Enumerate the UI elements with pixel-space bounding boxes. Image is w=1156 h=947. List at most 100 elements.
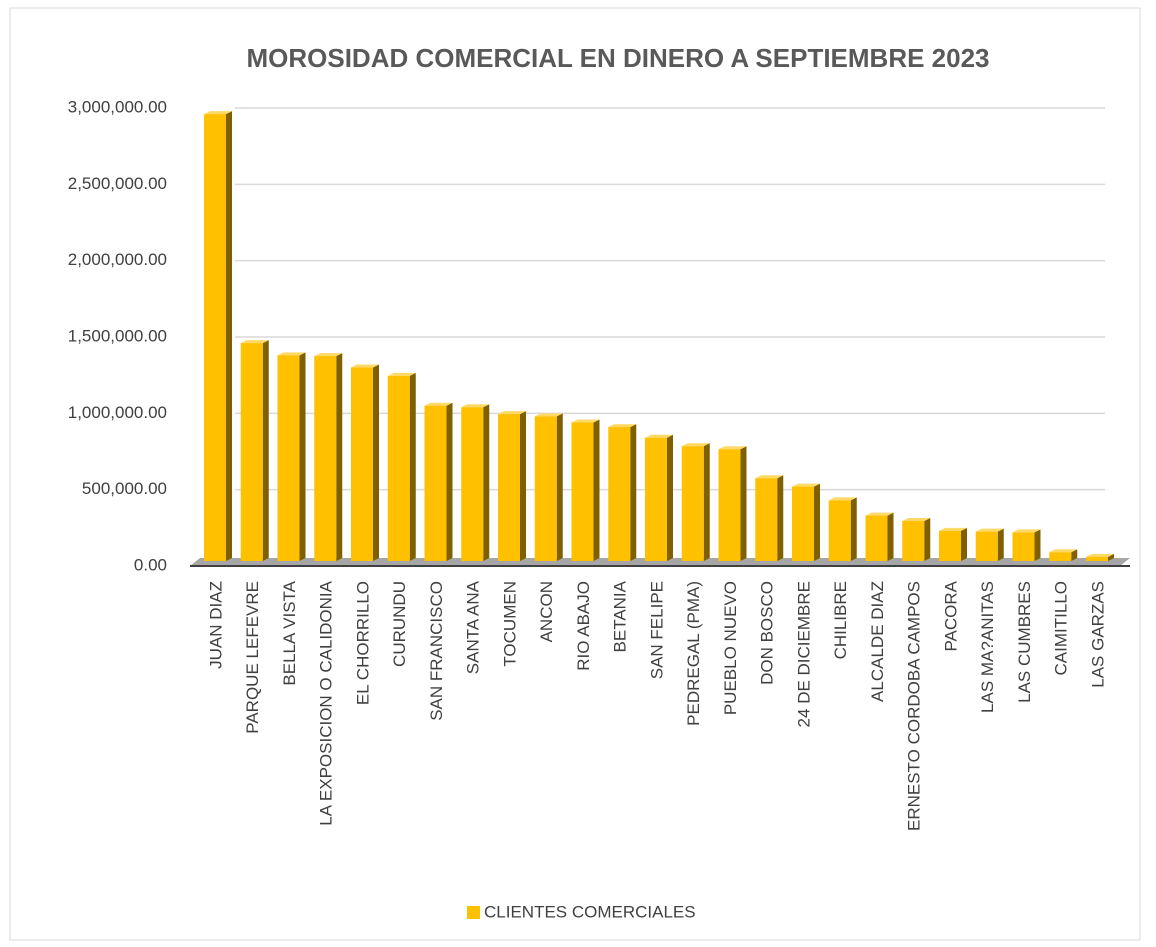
bar-top (792, 483, 820, 487)
bar (1086, 556, 1108, 561)
y-tick-label: 1,000,000.00 (68, 403, 167, 422)
x-tick-label: CHILIBRE (831, 581, 850, 659)
bar-side (630, 424, 637, 561)
x-tick-label: BETANIA (611, 580, 630, 652)
bar (534, 416, 557, 561)
x-tick-label: LA EXPOSICION O CALIDONIA (317, 580, 336, 825)
bar-side (887, 512, 894, 561)
bar (645, 437, 667, 561)
bar (1012, 532, 1035, 561)
bar (351, 367, 373, 561)
chart-title: MOROSIDAD COMERCIAL EN DINERO A SEPTIEMB… (246, 43, 989, 73)
bar-top (387, 372, 416, 376)
bar (975, 531, 998, 561)
bar (387, 375, 410, 561)
bar-side (446, 402, 453, 561)
bar-side (814, 483, 820, 561)
x-tick-label: EL CHORRILLO (353, 581, 372, 705)
bar (681, 446, 704, 561)
bar (1049, 552, 1072, 561)
bar-side (703, 443, 710, 561)
bar-top (939, 527, 967, 531)
bar-side (997, 528, 1004, 561)
bar (755, 478, 778, 561)
x-tick-label: PARQUE LEFEVRE (243, 581, 262, 734)
bar-top (534, 413, 563, 417)
bar-side (520, 411, 526, 561)
bar (314, 356, 337, 561)
bar-top (975, 528, 1004, 532)
bar-top (424, 402, 453, 406)
bar (902, 520, 925, 561)
bar-top (902, 517, 931, 521)
bar-top (755, 475, 784, 479)
bar-top (865, 512, 894, 516)
bar-top (204, 111, 232, 115)
bar-top (608, 424, 637, 428)
x-tick-label: LAS CUMBRES (1015, 581, 1034, 703)
bar (498, 414, 520, 561)
x-tick-label: SAN FRANCISCO (427, 581, 446, 721)
bar (792, 486, 814, 561)
x-tick-label: LAS MA?ANITAS (978, 581, 997, 713)
bar (424, 405, 447, 561)
bar-side (667, 434, 673, 561)
x-tick-label: ALCALDE DIAZ (868, 581, 887, 702)
x-tick-label: PACORA (941, 580, 960, 651)
bar-side (850, 497, 857, 561)
x-tick-label: LAS GARZAS (1088, 581, 1107, 688)
x-tick-label: ERNESTO CORDOBA CAMPOS (905, 581, 924, 831)
bar (461, 407, 484, 561)
bar-top (461, 404, 490, 408)
x-tick-label: SANTA ANA (464, 580, 483, 674)
x-tick-label: DON BOSCO (758, 581, 777, 685)
bar-top (828, 497, 857, 501)
bar-top (571, 419, 600, 423)
x-tick-label: RIO ABAJO (574, 581, 593, 671)
x-tick-label: CURUNDU (390, 581, 409, 667)
bar-side (593, 419, 600, 561)
bar (277, 355, 300, 561)
bar (865, 515, 888, 561)
x-tick-label: BELLA VISTA (280, 580, 299, 685)
bar-side (777, 475, 784, 561)
x-tick-label: 24 DE DICIEMBRE (794, 581, 813, 727)
x-tick-label: ANCON (537, 581, 556, 642)
x-tick-label: TOCUMEN (500, 581, 519, 667)
bar-side (262, 340, 269, 561)
bar-side (1034, 529, 1041, 561)
x-tick-label: PEDREGAL (PMA) (684, 581, 703, 726)
bar-side (409, 372, 416, 561)
bar-side (1108, 553, 1114, 561)
bar-top (277, 352, 306, 356)
bar-side (924, 517, 931, 561)
bar-top (1012, 529, 1041, 533)
bar-side (961, 527, 967, 561)
bar-side (299, 352, 306, 561)
bar-top (718, 446, 747, 450)
x-tick-label: PUEBLO NUEVO (721, 581, 740, 715)
bar-top (681, 443, 710, 447)
bar (939, 530, 961, 561)
x-tick-label: SAN FELIPE (647, 581, 666, 679)
y-tick-label: 3,000,000.00 (68, 97, 167, 116)
y-tick-label: 500,000.00 (82, 479, 167, 498)
bar-top (351, 364, 379, 368)
bar-side (373, 364, 379, 561)
bar-top (1086, 553, 1114, 557)
y-tick-label: 2,000,000.00 (68, 250, 167, 269)
legend-label: CLIENTES COMERCIALES (484, 902, 696, 921)
y-tick-label: 2,500,000.00 (68, 174, 167, 193)
bar-side (740, 446, 747, 561)
bar-side (556, 413, 563, 561)
y-tick-label: 0.00 (134, 555, 167, 574)
bar-top (498, 411, 526, 415)
bar-top (1049, 549, 1078, 553)
bar-top (240, 340, 269, 344)
legend-swatch (467, 906, 480, 919)
bar-side (336, 353, 343, 561)
bar-top (645, 434, 673, 438)
bar-top (314, 353, 343, 357)
bar (240, 343, 263, 561)
bar (718, 449, 741, 561)
